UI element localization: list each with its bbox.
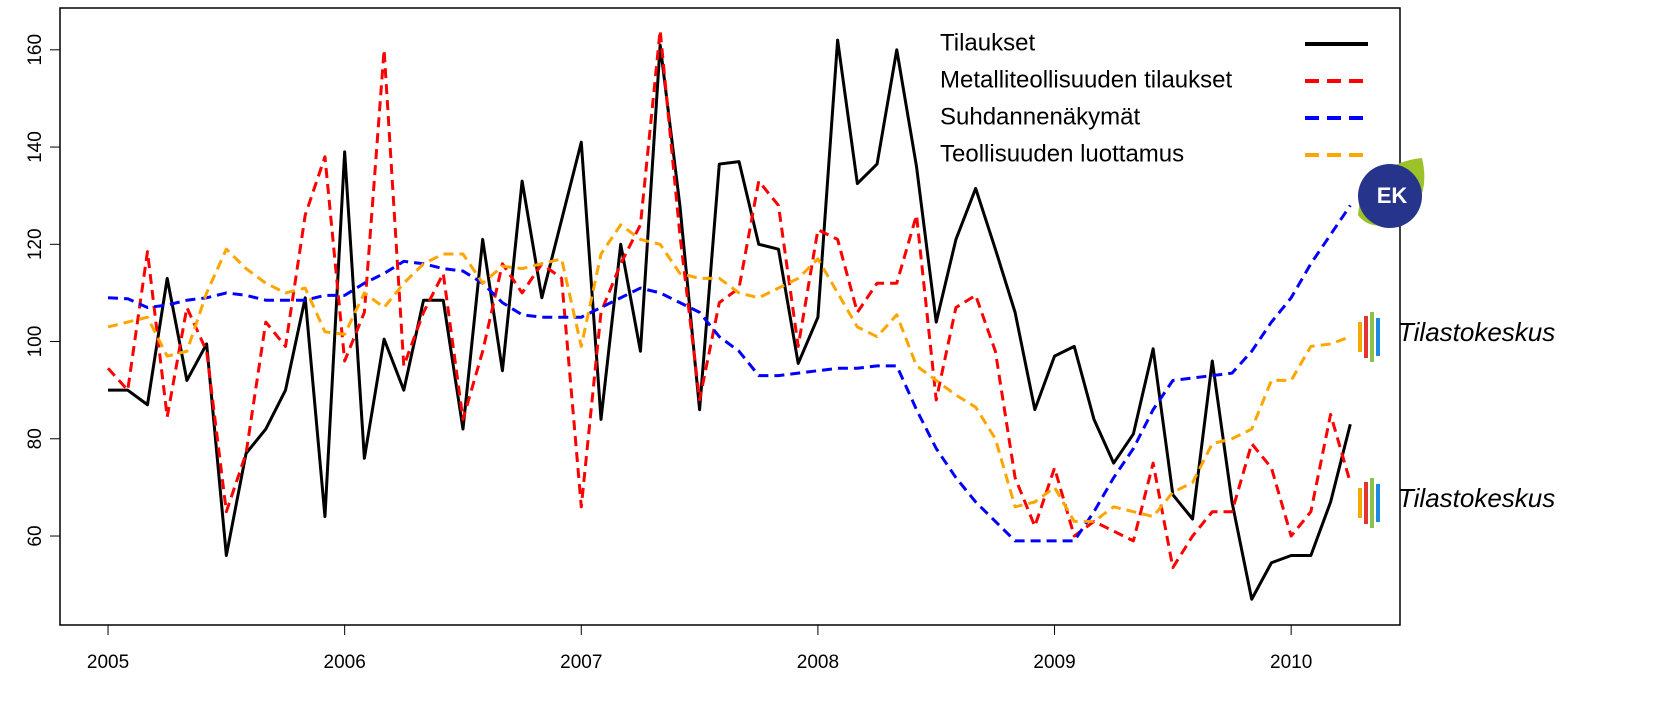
series-line xyxy=(106,28,1352,570)
series-line xyxy=(107,204,1352,543)
legend-label: Metalliteollisuuden tilaukset xyxy=(940,66,1232,93)
tilastokeskus-logo: Tilastokeskus xyxy=(1358,312,1555,362)
y-tick-label: 140 xyxy=(25,131,46,163)
y-tick-label: 60 xyxy=(25,525,46,546)
x-tick-label: 2010 xyxy=(1270,652,1312,673)
logo-text: Tilastokeskus xyxy=(1398,317,1555,347)
tilastokeskus-logo: Tilastokeskus xyxy=(1358,478,1555,528)
x-tick-label: 2006 xyxy=(324,652,366,673)
ek-logo: EK xyxy=(1358,158,1425,228)
ek-text: EK xyxy=(1377,183,1408,208)
y-tick-label: 120 xyxy=(25,228,46,260)
logo-text: Tilastokeskus xyxy=(1398,483,1555,513)
x-tick-label: 2007 xyxy=(560,652,602,673)
x-tick-label: 2008 xyxy=(797,652,839,673)
y-tick-label: 100 xyxy=(25,326,46,358)
plot-frame xyxy=(59,7,1401,626)
x-tick-label: 2005 xyxy=(87,652,129,673)
series-line xyxy=(107,223,1351,523)
legend-label: Tilaukset xyxy=(940,29,1035,56)
legend-label: Suhdannenäkymät xyxy=(940,103,1140,130)
y-tick-label: 160 xyxy=(25,34,46,66)
y-tick-label: 80 xyxy=(25,428,46,449)
x-tick-label: 2009 xyxy=(1033,652,1075,673)
legend-label: Teollisuuden luottamus xyxy=(940,140,1184,167)
series-line xyxy=(108,38,1352,601)
